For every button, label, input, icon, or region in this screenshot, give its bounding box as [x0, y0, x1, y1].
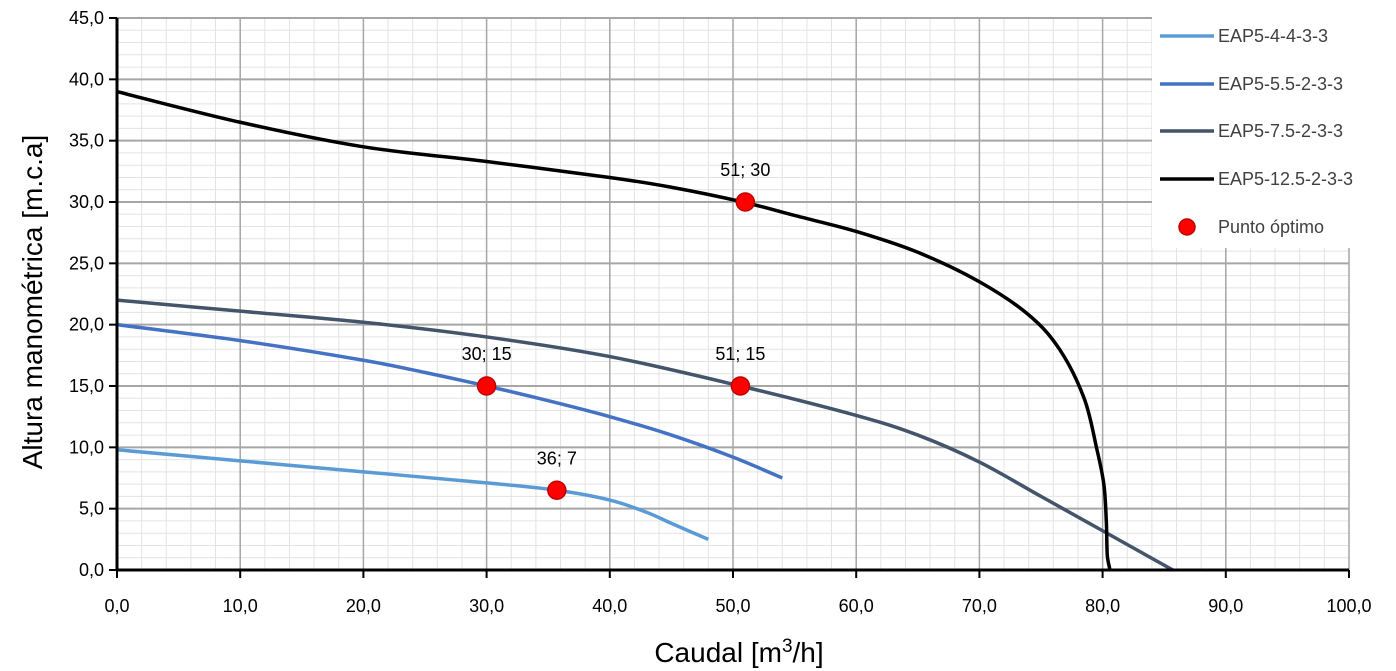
legend-label-3: EAP5-7.5-2-3-3: [1218, 121, 1343, 141]
x-tick-label: 40,0: [592, 596, 627, 616]
y-tick-label: 45,0: [69, 8, 104, 28]
optimal-point: [476, 376, 497, 396]
x-tick-label: 80,0: [1085, 596, 1120, 616]
x-tick-label: 10,0: [223, 596, 258, 616]
x-tick-label: 60,0: [839, 596, 874, 616]
x-tick-label: 50,0: [715, 596, 750, 616]
x-tick-label: 0,0: [104, 596, 129, 616]
legend-label-4: EAP5-12.5-2-3-3: [1218, 169, 1353, 189]
legend-label-points: Punto óptimo: [1218, 217, 1324, 237]
y-tick-label: 40,0: [69, 69, 104, 89]
y-axis-title: Altura manométrica [m.c.a]: [17, 135, 48, 470]
y-tick-label: 35,0: [69, 131, 104, 151]
y-tick-label: 30,0: [69, 192, 104, 212]
data-label: 51; 30: [720, 160, 770, 180]
data-label: 36; 7: [537, 448, 577, 468]
data-label: 30; 15: [462, 344, 512, 364]
series-lines: [116, 89, 1174, 572]
optimal-points: 51; 30 30; 15 51; 15 36; 7: [462, 160, 770, 501]
series-line-2: [116, 322, 783, 480]
axes: [109, 17, 1350, 578]
x-tick-label: 30,0: [469, 596, 504, 616]
optimal-point: [547, 480, 567, 501]
y-tick-label: 25,0: [69, 253, 104, 273]
x-axis-title: Caudal [m3/h]: [654, 636, 823, 668]
series-line-4: [116, 89, 1112, 571]
x-tick-label: 100,0: [1326, 596, 1371, 616]
legend-marker-points: [1178, 218, 1196, 236]
y-tick-label: 5,0: [79, 499, 104, 519]
legend: EAP5-4-4-3-3 EAP5-5.5-2-3-3 EAP5-7.5-2-3-3…: [1152, 12, 1396, 248]
optimal-point: [730, 376, 751, 396]
y-tick-label: 20,0: [69, 315, 104, 335]
y-tick-label: 0,0: [79, 560, 104, 580]
x-tick-label: 70,0: [962, 596, 997, 616]
x-tick-label: 20,0: [346, 596, 381, 616]
data-label: 51; 15: [715, 344, 765, 364]
tick-labels: 0,0 10,0 20,0 30,0 40,0 50,0 60,0 70,0 80,0 90,0 1…: [69, 8, 1372, 616]
x-tick-label: 90,0: [1208, 596, 1243, 616]
y-tick-label: 10,0: [69, 437, 104, 457]
legend-label-2: EAP5-5.5-2-3-3: [1218, 74, 1343, 94]
y-tick-label: 15,0: [69, 376, 104, 396]
series-line-1: [116, 448, 710, 541]
optimal-point: [735, 192, 756, 212]
legend-label-1: EAP5-4-4-3-3: [1218, 26, 1328, 46]
